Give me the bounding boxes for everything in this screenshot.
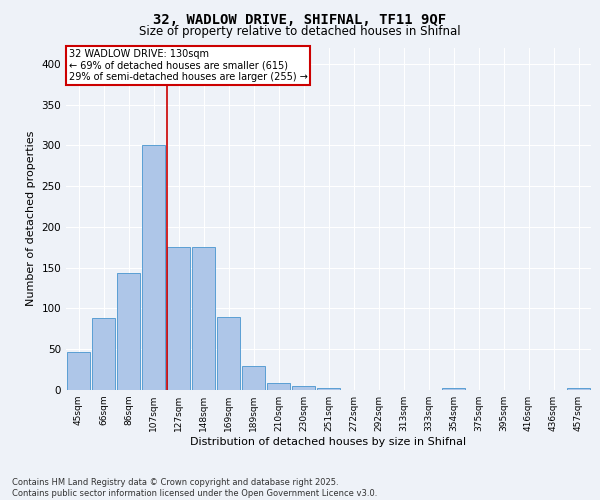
Bar	[292, 386, 315, 390]
Text: 32 WADLOW DRIVE: 130sqm
← 69% of detached houses are smaller (615)
29% of semi-d: 32 WADLOW DRIVE: 130sqm ← 69% of detache…	[68, 49, 308, 82]
Text: Size of property relative to detached houses in Shifnal: Size of property relative to detached ho…	[139, 25, 461, 38]
Bar	[442, 388, 465, 390]
Bar	[142, 146, 165, 390]
Bar	[117, 274, 140, 390]
Bar	[217, 316, 240, 390]
Bar	[167, 248, 190, 390]
Bar	[242, 366, 265, 390]
Bar	[67, 352, 90, 390]
X-axis label: Distribution of detached houses by size in Shifnal: Distribution of detached houses by size …	[190, 437, 467, 447]
Text: Contains HM Land Registry data © Crown copyright and database right 2025.
Contai: Contains HM Land Registry data © Crown c…	[12, 478, 377, 498]
Text: 32, WADLOW DRIVE, SHIFNAL, TF11 9QF: 32, WADLOW DRIVE, SHIFNAL, TF11 9QF	[154, 12, 446, 26]
Bar	[192, 248, 215, 390]
Bar	[567, 388, 590, 390]
Y-axis label: Number of detached properties: Number of detached properties	[26, 131, 36, 306]
Bar	[92, 318, 115, 390]
Bar	[317, 388, 340, 390]
Bar	[267, 382, 290, 390]
